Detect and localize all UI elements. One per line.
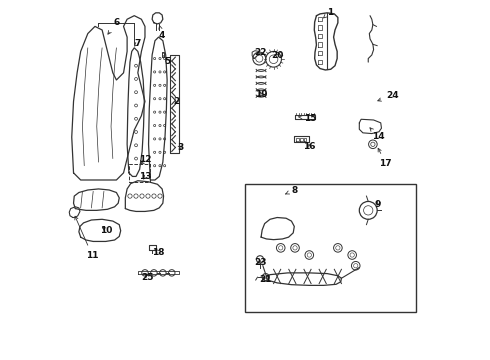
Text: 8: 8 [286, 185, 297, 194]
Text: 7: 7 [134, 39, 140, 48]
Text: 15: 15 [298, 114, 316, 123]
Text: 12: 12 [140, 156, 152, 165]
Text: 11: 11 [75, 216, 98, 260]
Text: 22: 22 [254, 48, 267, 57]
Text: 25: 25 [142, 273, 154, 282]
Text: 14: 14 [370, 128, 384, 141]
Text: 5: 5 [164, 57, 170, 66]
Text: 4: 4 [159, 25, 165, 40]
Text: 17: 17 [378, 148, 392, 168]
Text: 10: 10 [100, 225, 113, 234]
Text: 20: 20 [271, 51, 283, 60]
Bar [245, 184, 416, 312]
Text: 9: 9 [375, 200, 381, 209]
Text: 2: 2 [173, 97, 179, 106]
Text: 18: 18 [152, 248, 165, 257]
Text: 19: 19 [255, 90, 268, 99]
Text: 1: 1 [323, 8, 333, 18]
Text: 3: 3 [177, 143, 184, 152]
Text: 13: 13 [140, 172, 152, 181]
Text: 24: 24 [378, 91, 398, 101]
Text: 16: 16 [303, 142, 316, 151]
Text: 6: 6 [108, 18, 120, 34]
Text: 23: 23 [254, 258, 267, 267]
Text: 21: 21 [260, 275, 272, 284]
